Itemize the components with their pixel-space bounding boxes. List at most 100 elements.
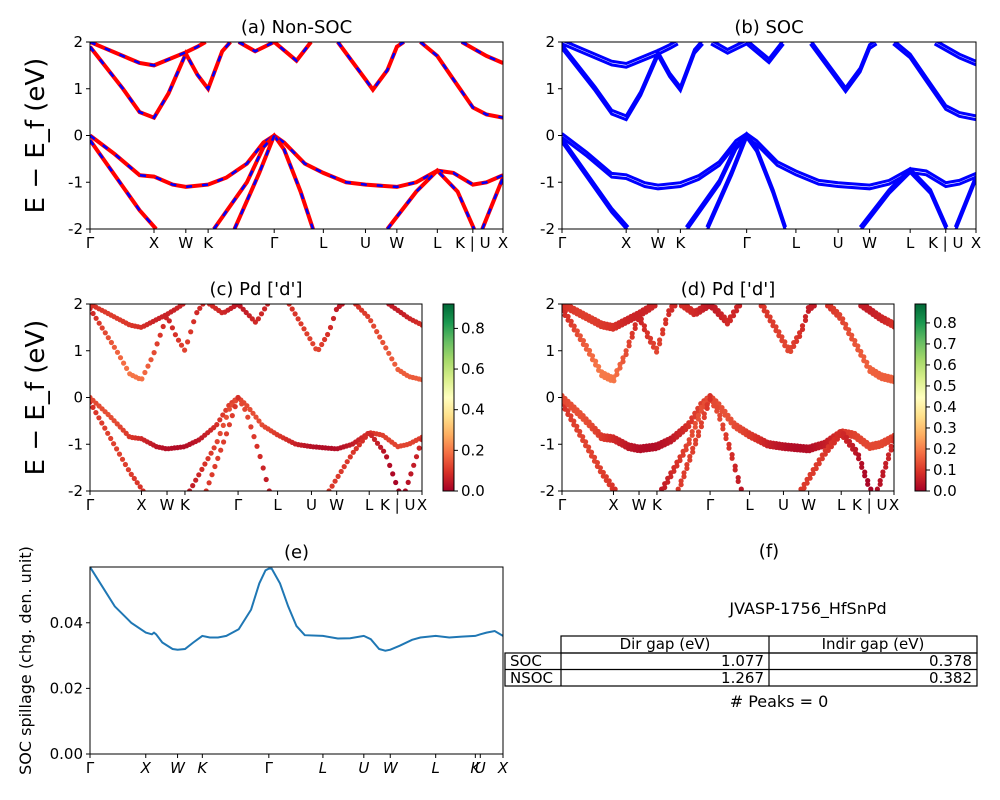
xtick-label: K — [675, 234, 686, 252]
peaks-count: # Peaks = 0 — [730, 692, 829, 711]
ytick-label: 0.04 — [50, 614, 83, 632]
projection-point — [188, 329, 194, 335]
projection-point — [711, 399, 717, 405]
table-cell-nsoc-dir: 1.267 — [721, 669, 764, 687]
projection-point — [671, 468, 677, 474]
projection-point — [801, 485, 807, 491]
projection-point — [353, 446, 359, 452]
projection-point — [386, 350, 392, 356]
projection-point — [319, 341, 325, 348]
xtick-label: W — [383, 759, 399, 777]
projection-point — [368, 318, 374, 324]
colorbar-bar — [442, 303, 455, 492]
panel-e-ylabel: SOC spillage (chg. den. unit) — [16, 546, 35, 775]
projection-point — [693, 441, 699, 447]
projection-point — [307, 336, 313, 342]
material-id: JVASP-1756_HfSnPd — [728, 599, 886, 619]
ytick-label: 1 — [545, 80, 555, 98]
projection-point — [644, 330, 651, 336]
xtick-label: K — [197, 759, 208, 777]
xtick-label: L — [745, 496, 754, 514]
projection-point — [672, 304, 678, 309]
band-nonsoc — [336, 42, 406, 94]
band-soc — [562, 141, 629, 229]
projection-point — [723, 432, 729, 438]
projection-point — [865, 478, 871, 484]
projection-point — [704, 402, 710, 408]
projection-point — [99, 325, 105, 331]
xtick-label: Γ — [270, 234, 279, 252]
projection-point — [90, 310, 96, 317]
projection-point — [359, 438, 365, 444]
projection-point — [859, 460, 865, 467]
panel-a-title: (a) Non-SOC — [241, 17, 352, 38]
xtick-label: W — [801, 496, 816, 514]
projection-point — [680, 452, 686, 458]
projection-point — [620, 359, 626, 365]
projection-point — [178, 342, 185, 348]
projection-point — [114, 446, 120, 452]
projection-point — [850, 442, 856, 448]
projection-point — [799, 326, 806, 332]
projection-point — [223, 414, 229, 420]
points-c — [90, 304, 422, 491]
ytick-label: -2 — [540, 482, 555, 500]
projection-point — [802, 317, 809, 323]
projection-point — [701, 414, 707, 421]
projection-point — [116, 451, 123, 457]
axes-frame — [561, 303, 895, 492]
colorbar-tick-label: 0.6 — [933, 356, 957, 374]
projection-point — [862, 469, 868, 475]
projection-point — [885, 452, 892, 458]
projection-point — [730, 313, 737, 319]
projection-point — [194, 310, 200, 316]
band-soc — [710, 42, 785, 65]
projection-point — [408, 471, 414, 477]
projection-point — [356, 442, 362, 448]
projection-point — [707, 396, 713, 402]
xtick-label: Γ — [234, 496, 243, 514]
projection-point — [383, 345, 389, 351]
projection-point — [140, 488, 146, 491]
projection-point — [877, 478, 883, 484]
xtick-label: K | U — [852, 496, 887, 514]
projection-point — [254, 443, 260, 449]
projection-point — [316, 346, 322, 353]
projection-point — [380, 339, 386, 346]
projection-point — [861, 354, 867, 360]
panel-a-ylabel: E − E_f (eV) — [21, 58, 51, 214]
projection-point — [214, 422, 220, 428]
projection-point — [402, 488, 408, 491]
projection-point — [698, 420, 705, 426]
projection-point — [596, 364, 602, 370]
projection-point — [614, 371, 620, 377]
projection-point — [632, 322, 638, 328]
projection-point — [223, 431, 230, 437]
projection-point — [862, 473, 868, 479]
projection-point — [220, 422, 226, 428]
projection-point — [722, 408, 728, 414]
projection-point — [330, 315, 337, 322]
colorbar-tick-label: 0.0 — [933, 482, 957, 500]
projection-point — [807, 475, 813, 481]
projection-point — [374, 329, 380, 335]
projection-point — [704, 405, 710, 411]
projection-point — [248, 424, 254, 430]
projection-point — [717, 412, 723, 418]
projection-point — [600, 469, 606, 476]
projection-point — [105, 335, 111, 341]
projection-point — [378, 444, 384, 450]
projection-point — [329, 483, 335, 489]
projection-point — [111, 441, 117, 447]
projection-point — [593, 358, 599, 364]
projection-point — [591, 454, 598, 460]
band-soc — [953, 175, 976, 228]
projection-point — [251, 434, 257, 440]
projection-point — [298, 321, 304, 327]
projection-point — [292, 311, 298, 317]
projection-point — [193, 477, 199, 483]
projection-point — [105, 430, 111, 436]
xtick-label: X — [497, 759, 509, 777]
projection-point — [263, 476, 269, 483]
projection-point — [816, 461, 822, 467]
